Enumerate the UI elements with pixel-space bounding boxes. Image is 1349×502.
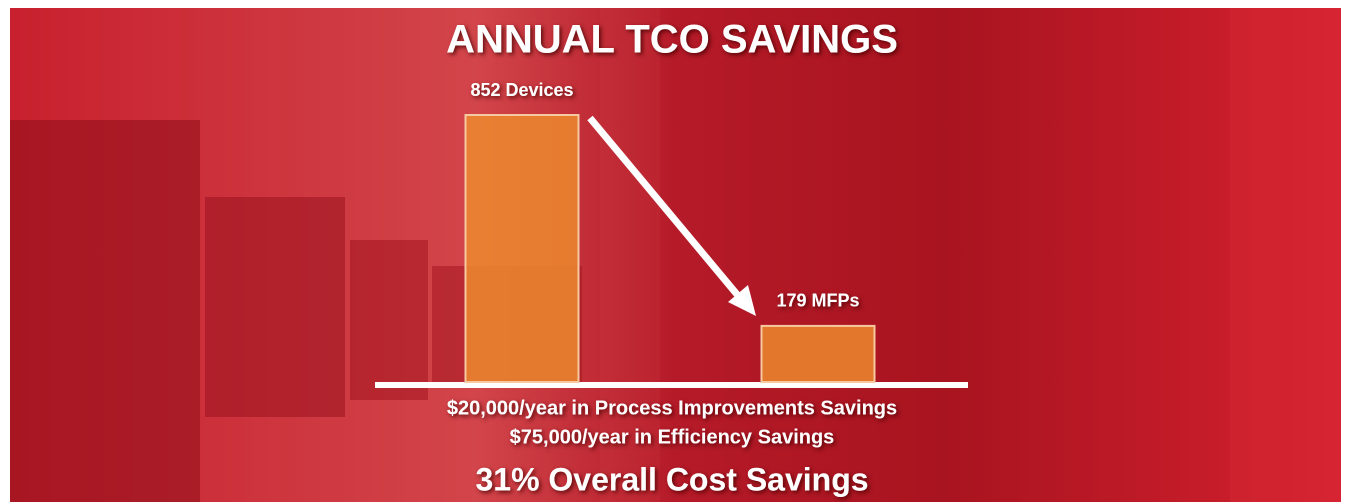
chart-title: ANNUAL TCO SAVINGS bbox=[446, 18, 898, 62]
annotation: $75,000/year in Efficiency Savings bbox=[510, 426, 835, 448]
bar bbox=[760, 324, 876, 384]
arrow-head bbox=[728, 285, 756, 316]
bar bbox=[464, 114, 580, 383]
arrow bbox=[587, 115, 743, 301]
value-label: 179 MFPs bbox=[776, 291, 859, 311]
value-label: 852 Devices bbox=[470, 80, 573, 100]
annotation: 31% Overall Cost Savings bbox=[475, 461, 868, 497]
annotation: $20,000/year in Process Improvements Sav… bbox=[447, 397, 897, 419]
